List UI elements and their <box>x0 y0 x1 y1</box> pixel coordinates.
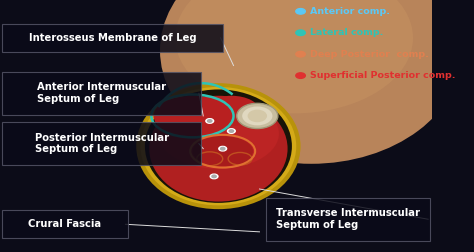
Ellipse shape <box>242 106 273 125</box>
Text: Crural Fascia: Crural Fascia <box>28 219 101 229</box>
Text: Transverse Intermuscular
Septum of Leg: Transverse Intermuscular Septum of Leg <box>276 208 420 230</box>
Circle shape <box>296 9 305 14</box>
Circle shape <box>220 147 225 150</box>
Text: Superficial Posterior comp.: Superficial Posterior comp. <box>310 71 456 80</box>
Ellipse shape <box>154 96 231 136</box>
FancyBboxPatch shape <box>2 122 201 165</box>
Circle shape <box>228 129 235 133</box>
Ellipse shape <box>149 96 288 202</box>
Ellipse shape <box>237 103 278 129</box>
Text: Lateral comp.: Lateral comp. <box>310 28 383 37</box>
Ellipse shape <box>141 87 296 205</box>
Text: Interosseus Membrane of Leg: Interosseus Membrane of Leg <box>28 33 196 43</box>
Circle shape <box>208 120 212 122</box>
Circle shape <box>219 146 227 151</box>
Ellipse shape <box>175 0 413 113</box>
FancyBboxPatch shape <box>266 198 430 241</box>
Ellipse shape <box>160 0 463 164</box>
Ellipse shape <box>203 96 259 126</box>
Circle shape <box>229 130 234 132</box>
Text: Deep Posterior  comp.: Deep Posterior comp. <box>310 50 429 59</box>
Circle shape <box>296 51 305 57</box>
Ellipse shape <box>145 89 292 203</box>
Text: Posterior Intermuscular
Septum of Leg: Posterior Intermuscular Septum of Leg <box>35 133 169 154</box>
Circle shape <box>206 119 214 123</box>
Circle shape <box>296 73 305 78</box>
Ellipse shape <box>247 110 267 122</box>
FancyBboxPatch shape <box>2 24 223 52</box>
Text: Anterior Intermuscular
Septum of Leg: Anterior Intermuscular Septum of Leg <box>37 82 166 104</box>
Ellipse shape <box>228 152 252 165</box>
Ellipse shape <box>192 136 253 166</box>
Ellipse shape <box>136 83 301 209</box>
Text: Anterior comp.: Anterior comp. <box>310 7 390 16</box>
FancyBboxPatch shape <box>2 72 201 115</box>
Circle shape <box>210 174 218 179</box>
FancyBboxPatch shape <box>2 210 128 238</box>
Circle shape <box>212 175 216 178</box>
Ellipse shape <box>158 98 279 169</box>
Circle shape <box>296 30 305 36</box>
Ellipse shape <box>197 152 223 166</box>
